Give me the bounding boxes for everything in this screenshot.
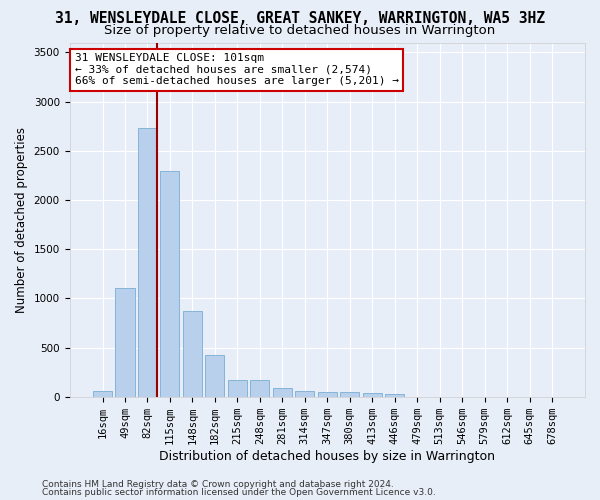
X-axis label: Distribution of detached houses by size in Warrington: Distribution of detached houses by size … [159,450,495,462]
Bar [138,128,157,396]
Y-axis label: Number of detached properties: Number of detached properties [15,126,28,312]
Text: Contains public sector information licensed under the Open Government Licence v3: Contains public sector information licen… [42,488,436,497]
Bar [250,380,269,396]
Bar [183,311,202,396]
Bar [273,388,292,396]
Bar [362,394,382,396]
Bar [318,392,337,396]
Text: 31 WENSLEYDALE CLOSE: 101sqm
← 33% of detached houses are smaller (2,574)
66% of: 31 WENSLEYDALE CLOSE: 101sqm ← 33% of de… [74,53,398,86]
Bar [228,380,247,396]
Bar [295,391,314,396]
Bar [385,394,404,396]
Bar [93,392,112,396]
Bar [115,288,134,397]
Text: 31, WENSLEYDALE CLOSE, GREAT SANKEY, WARRINGTON, WA5 3HZ: 31, WENSLEYDALE CLOSE, GREAT SANKEY, WAR… [55,11,545,26]
Text: Size of property relative to detached houses in Warrington: Size of property relative to detached ho… [104,24,496,37]
Bar [340,392,359,396]
Bar [160,172,179,396]
Text: Contains HM Land Registry data © Crown copyright and database right 2024.: Contains HM Land Registry data © Crown c… [42,480,394,489]
Bar [205,356,224,397]
